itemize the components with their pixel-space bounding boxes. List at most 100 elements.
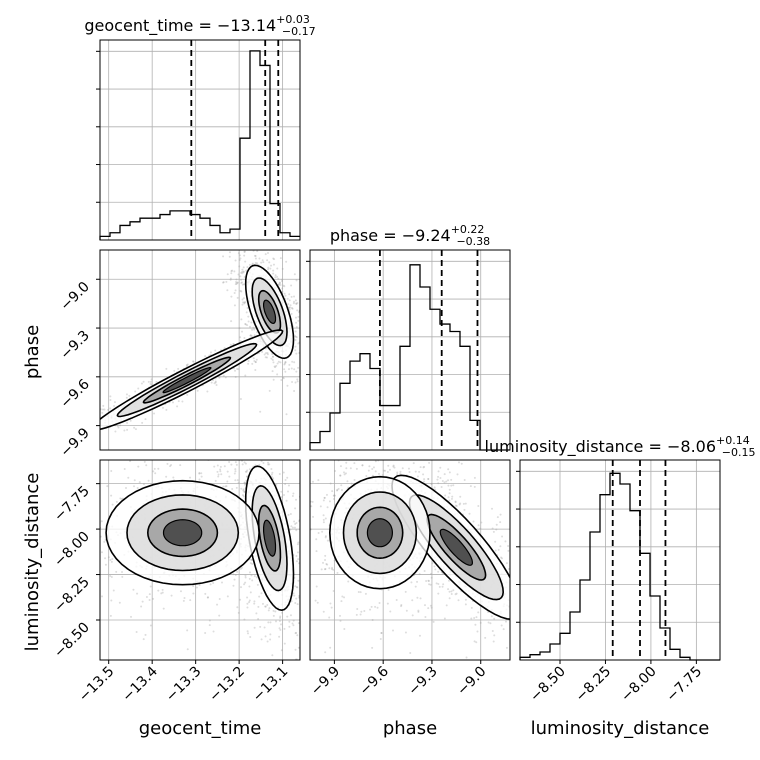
scatter-point xyxy=(260,638,263,641)
scatter-point xyxy=(264,352,267,355)
scatter-point xyxy=(340,484,343,487)
scatter-point xyxy=(326,506,329,509)
scatter-point xyxy=(261,602,264,605)
scatter-point xyxy=(254,257,257,260)
scatter-point xyxy=(295,325,298,328)
scatter-point xyxy=(492,530,495,533)
scatter-point xyxy=(331,566,334,569)
scatter-point xyxy=(235,278,238,281)
scatter-point xyxy=(297,366,300,369)
scatter-point xyxy=(285,260,288,263)
scatter-point xyxy=(273,365,276,368)
scatter-point xyxy=(463,478,466,481)
scatter-point xyxy=(473,476,476,479)
scatter-point xyxy=(286,490,289,493)
scatter-point xyxy=(189,476,192,479)
scatter-point xyxy=(329,482,332,485)
scatter-point xyxy=(246,307,249,310)
scatter-point xyxy=(253,360,256,363)
scatter-point xyxy=(353,462,356,465)
scatter-point xyxy=(196,389,199,392)
scatter-point xyxy=(255,576,258,579)
scatter-point xyxy=(269,638,272,641)
scatter-point xyxy=(192,360,195,363)
scatter-point xyxy=(211,379,214,382)
scatter-point xyxy=(212,582,215,585)
scatter-point xyxy=(324,517,327,520)
scatter-point xyxy=(244,301,247,304)
panel-frame xyxy=(99,249,301,451)
scatter-point xyxy=(408,471,411,474)
scatter-point xyxy=(228,475,231,478)
scatter-point xyxy=(145,464,148,467)
scatter-point xyxy=(440,486,443,489)
scatter-point xyxy=(293,368,296,371)
scatter-point xyxy=(152,470,155,473)
scatter-point xyxy=(243,583,246,586)
scatter-point xyxy=(140,382,143,385)
scatter-point xyxy=(281,290,284,293)
scatter-point xyxy=(149,380,152,383)
scatter-point xyxy=(423,570,426,573)
scatter-point xyxy=(290,307,293,310)
scatter-point xyxy=(110,576,113,579)
scatter-point xyxy=(371,646,374,649)
contour-level xyxy=(263,299,277,325)
scatter-point xyxy=(296,634,299,637)
scatter-point xyxy=(209,351,212,354)
scatter-point xyxy=(423,604,426,607)
scatter-point xyxy=(141,421,144,424)
scatter-point xyxy=(248,601,251,604)
scatter-point xyxy=(272,614,275,617)
scatter-point xyxy=(244,260,247,263)
scatter-point xyxy=(282,471,285,474)
scatter-point xyxy=(433,565,436,568)
scatter-point xyxy=(500,624,503,627)
scatter-point xyxy=(371,468,374,471)
scatter-point xyxy=(129,460,132,463)
scatter-point xyxy=(314,599,317,602)
scatter-point xyxy=(445,480,448,483)
scatter-point xyxy=(275,483,278,486)
scatter-point xyxy=(147,479,150,482)
contour-level xyxy=(162,367,212,394)
scatter-point xyxy=(219,470,222,473)
scatter-point xyxy=(185,365,188,368)
scatter-point xyxy=(285,413,288,416)
scatter-point xyxy=(447,496,450,499)
scatter-point xyxy=(243,302,246,305)
scatter-point xyxy=(234,283,237,286)
scatter-point xyxy=(142,483,145,486)
scatter-point xyxy=(457,461,460,464)
scatter-point xyxy=(250,558,253,561)
scatter-point xyxy=(100,551,103,554)
scatter-point xyxy=(315,585,318,588)
scatter-point xyxy=(290,284,293,287)
scatter-point xyxy=(206,390,209,393)
scatter-point xyxy=(253,334,256,337)
scatter-point xyxy=(297,646,300,649)
scatter-point xyxy=(459,502,462,505)
scatter-point xyxy=(248,325,251,328)
scatter-point xyxy=(123,468,126,471)
scatter-point xyxy=(290,367,293,370)
scatter-point xyxy=(242,301,245,304)
scatter-point xyxy=(500,556,503,559)
scatter-point xyxy=(339,614,342,617)
scatter-point xyxy=(244,482,247,485)
scatter-point xyxy=(172,401,175,404)
scatter-point xyxy=(437,482,440,485)
scatter-point xyxy=(283,368,286,371)
scatter-point xyxy=(185,363,188,366)
scatter-point xyxy=(209,583,212,586)
scatter-point xyxy=(230,272,233,275)
scatter-point xyxy=(396,471,399,474)
scatter-point xyxy=(237,273,240,276)
panel-frame xyxy=(309,249,511,451)
scatter-point xyxy=(291,381,294,384)
scatter-point xyxy=(241,303,244,306)
scatter-point xyxy=(241,268,244,271)
scatter-point xyxy=(153,412,156,415)
scatter-point xyxy=(278,627,281,630)
scatter-point xyxy=(140,605,143,608)
